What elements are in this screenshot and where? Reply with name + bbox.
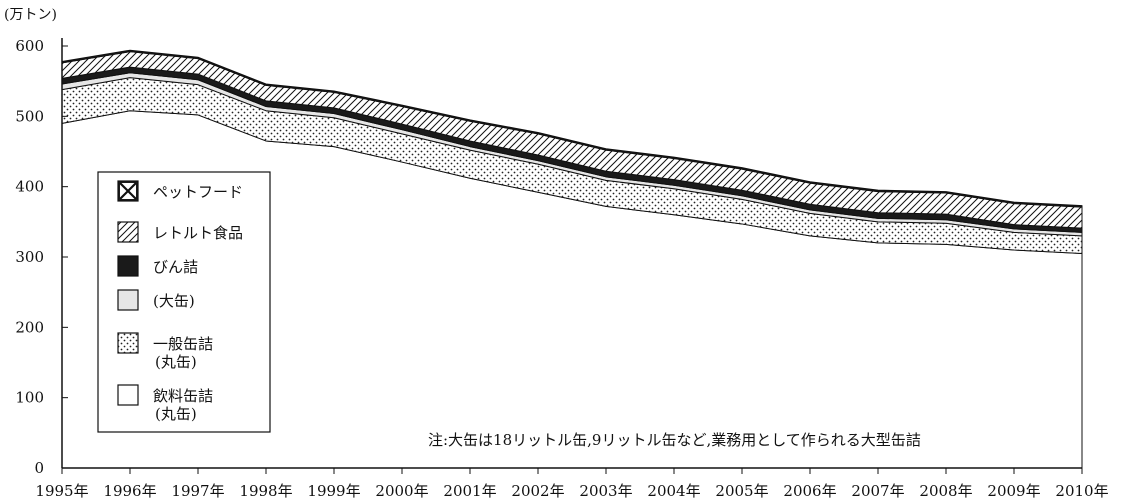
legend-swatch <box>117 289 139 311</box>
axes-layer: 0 100 200 300 400 500 600 1995年 1996年 1997年 1998年 1… <box>15 37 1108 500</box>
x-tick-label: 1998年 <box>239 482 292 500</box>
y-unit-label: (万トン) <box>4 7 57 23</box>
legend-swatch <box>117 332 139 354</box>
x-tick-label: 2008年 <box>919 482 972 500</box>
x-tick-label: 2010年 <box>1055 482 1108 500</box>
legend-label-sub: (丸缶) <box>155 353 197 371</box>
area-series-5 <box>61 49 1083 208</box>
x-tick-label: 2007年 <box>851 482 904 500</box>
x-tick-label: 1999年 <box>307 482 360 500</box>
x-tick-label: 2005年 <box>715 482 768 500</box>
y-tick-label: 200 <box>15 318 44 336</box>
x-tick-label: 2002年 <box>511 482 564 500</box>
legend-label: びん詰 <box>153 258 198 276</box>
y-tick-label: 100 <box>15 389 44 407</box>
x-tick-label: 2006年 <box>783 482 836 500</box>
y-tick-label: 0 <box>34 459 44 477</box>
chart-note: 注:大缶は18リットル缶,9リットル缶など,業務用として作られる大型缶詰 <box>428 431 921 449</box>
x-tick-label: 2004年 <box>647 482 700 500</box>
legend-label: 一般缶詰 <box>153 335 213 353</box>
legend-swatch-cross <box>119 182 137 200</box>
legend-swatch <box>117 255 139 277</box>
x-tick-label: 1996年 <box>103 482 156 500</box>
x-tick-label: 2003年 <box>579 482 632 500</box>
x-tick-label: 2000年 <box>375 482 428 500</box>
x-tick-label: 1995年 <box>35 482 88 500</box>
y-tick-label: 300 <box>15 248 44 266</box>
legend-label: (大缶) <box>153 292 195 310</box>
areas-layer <box>61 49 1083 469</box>
legend-label-sub: (丸缶) <box>155 405 197 423</box>
x-tick-label: 2001年 <box>443 482 496 500</box>
y-tick-label: 500 <box>15 107 44 125</box>
legend-swatch <box>117 221 139 243</box>
y-tick-label: 400 <box>15 178 44 196</box>
legend-label: レトルト食品 <box>153 224 243 242</box>
x-tick-label: 1997年 <box>171 482 224 500</box>
legend-label: ペットフード <box>153 183 243 201</box>
legend-swatch <box>117 384 139 406</box>
x-tick-label: 2009年 <box>987 482 1040 500</box>
legend-label: 飲料缶詰 <box>153 387 213 405</box>
y-tick-label: 600 <box>15 37 44 55</box>
